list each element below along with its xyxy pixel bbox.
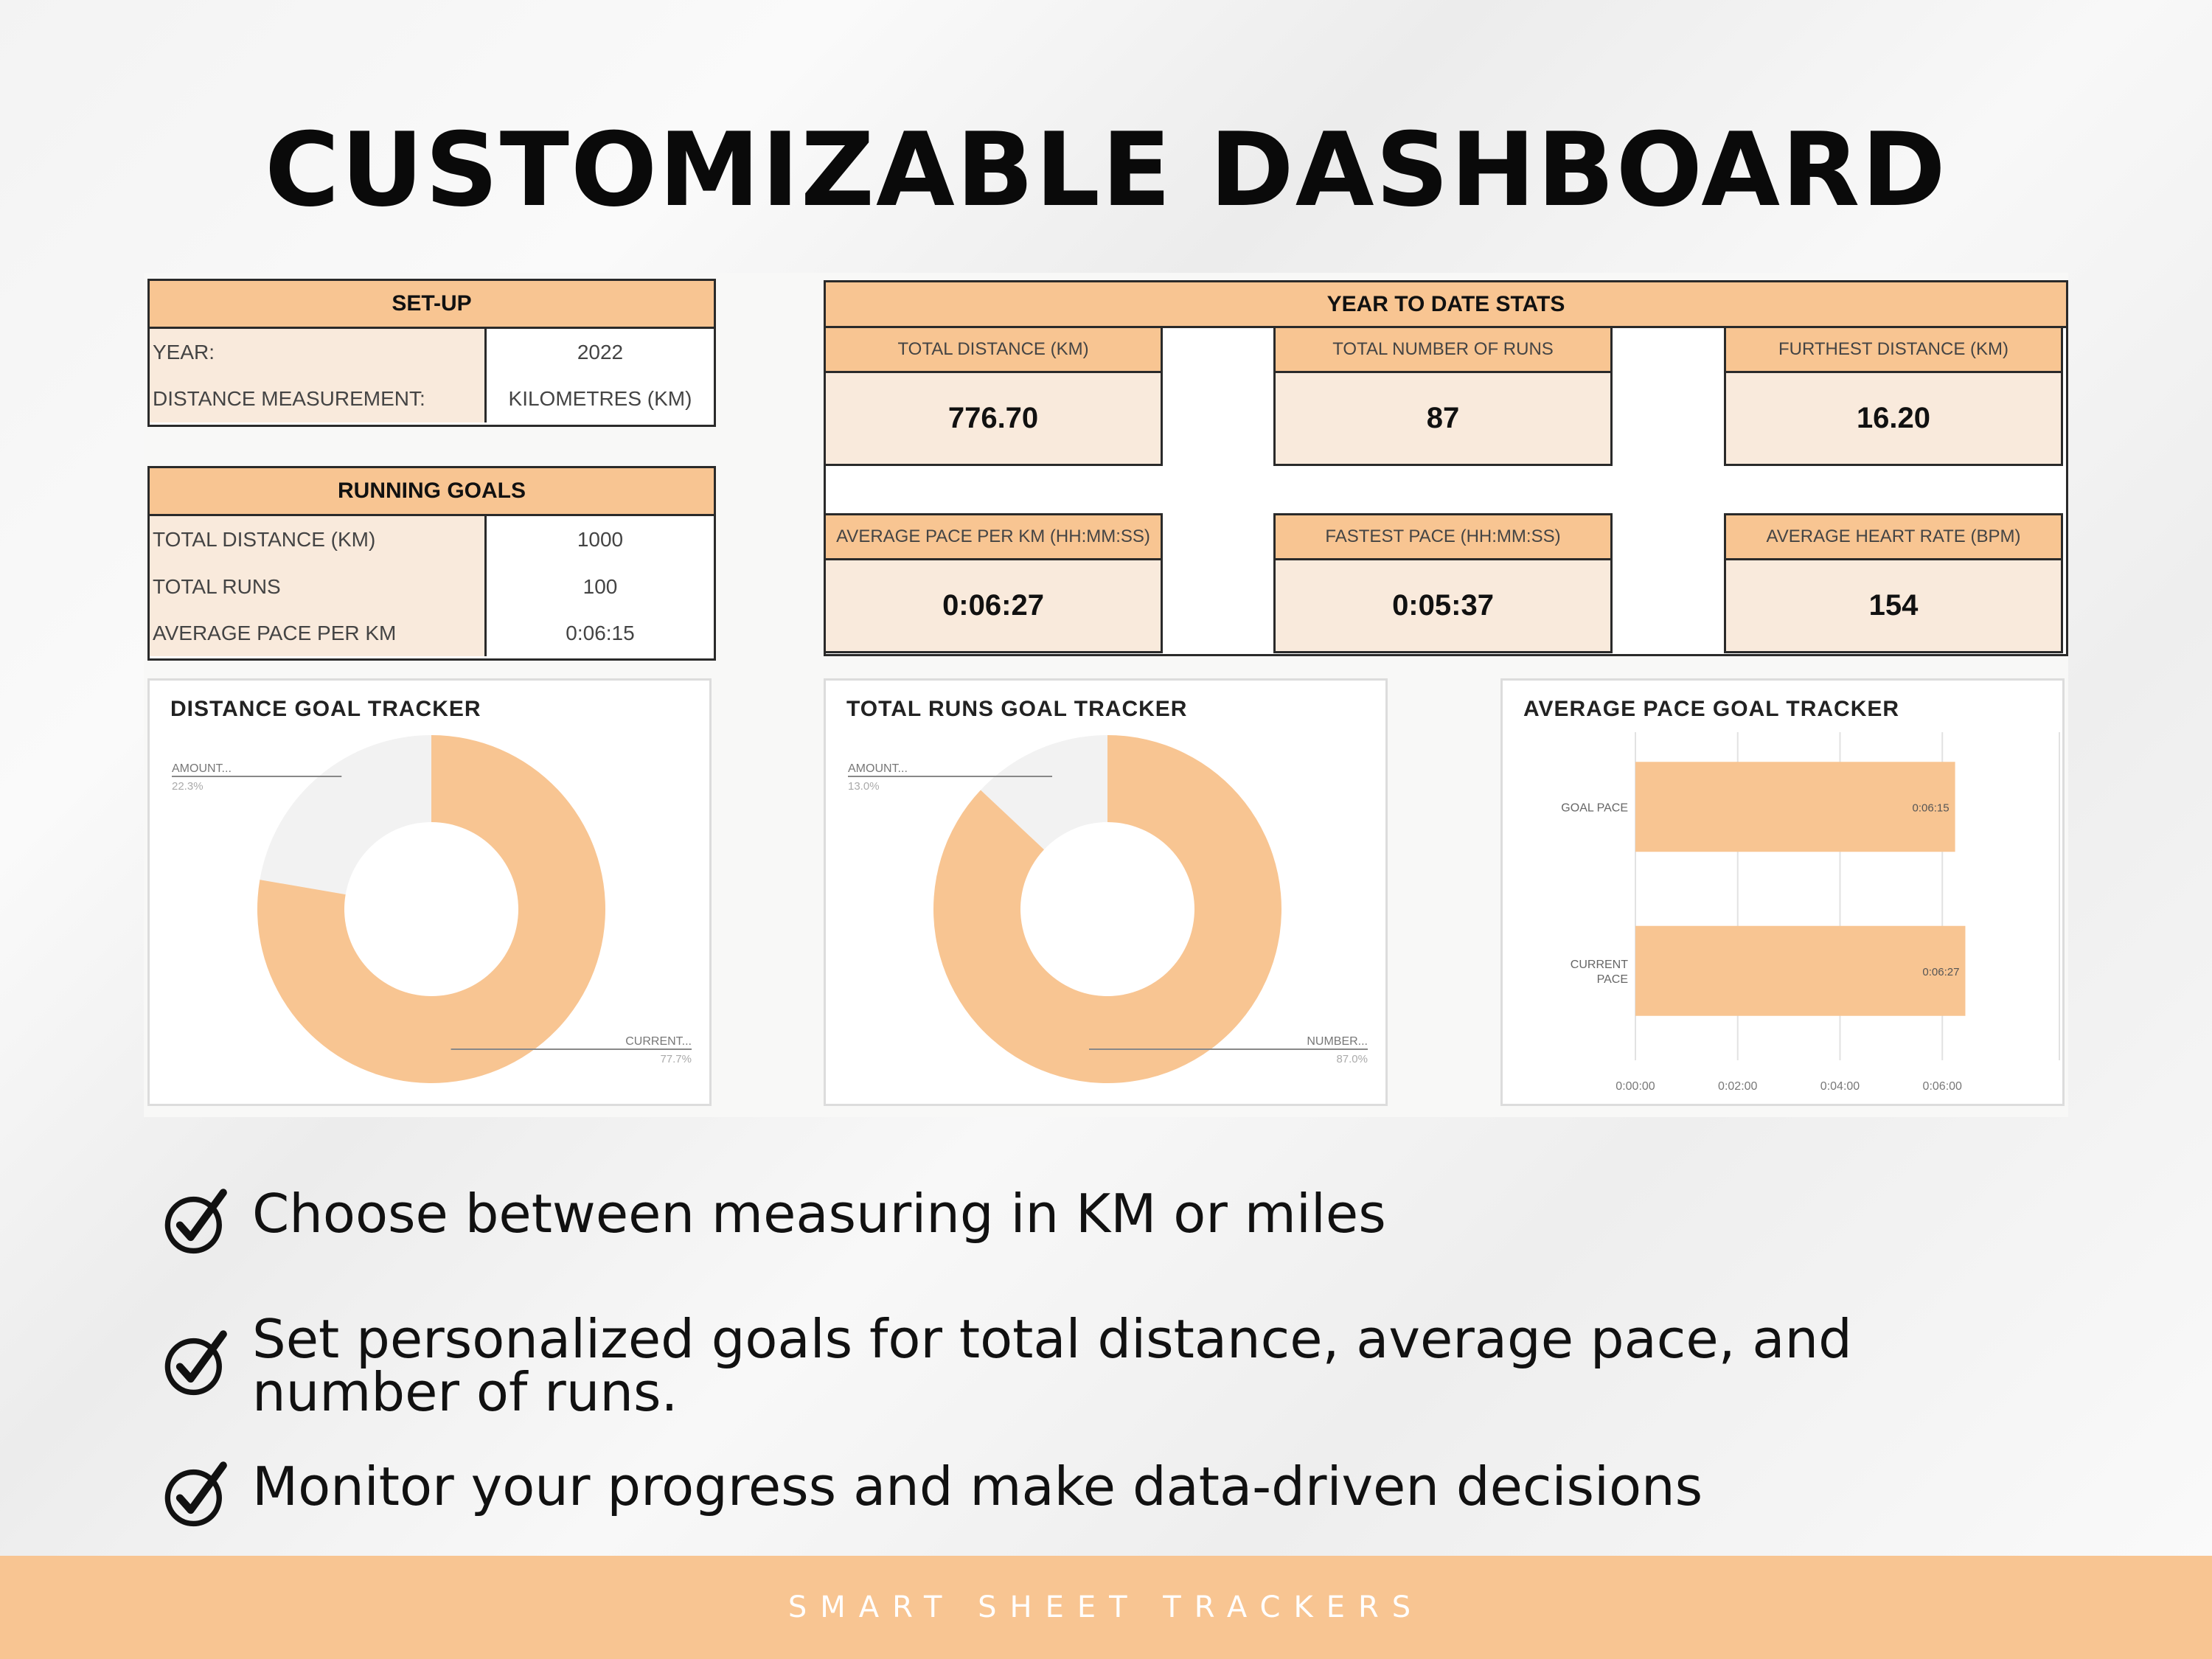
x-tick-label: 0:04:00 <box>1820 1080 1860 1093</box>
check-circle-icon <box>164 1330 227 1396</box>
stat-card-average-pace: AVERAGE PACE PER KM (HH:MM:SS) 0:06:27 <box>824 513 1163 653</box>
bar-value-label: 0:06:15 <box>1913 801 1950 814</box>
stat-value: 154 <box>1724 560 2063 653</box>
table-row: DISTANCE MEASUREMENT: KILOMETRES (KM) <box>150 375 714 422</box>
goal-value[interactable]: 1000 <box>577 528 624 551</box>
stat-card-furthest-distance: FURTHEST DISTANCE (KM) 16.20 <box>1724 326 2063 466</box>
donut-slice <box>257 735 605 1083</box>
check-circle-icon <box>164 1461 227 1527</box>
goal-label: TOTAL RUNS <box>150 563 487 611</box>
goal-value[interactable]: 0:06:15 <box>566 622 635 644</box>
donut-chart-svg: AMOUNT... 13.0% NUMBER... 87.0% <box>848 735 1368 1083</box>
slice-label: AMOUNT... <box>172 762 232 775</box>
stat-label: FURTHEST DISTANCE (KM) <box>1724 326 2063 373</box>
pace-bar <box>1635 925 1966 1016</box>
average-pace-chart: AVERAGE PACE GOAL TRACKER 0:00:00 0:02:00… <box>1500 678 2065 1106</box>
table-row: TOTAL RUNS 100 <box>150 563 714 611</box>
stat-label: AVERAGE HEART RATE (BPM) <box>1724 513 2063 560</box>
brand-name: SMART SHEET TRACKERS <box>787 1590 1425 1624</box>
goal-label: TOTAL DISTANCE (KM) <box>150 516 487 563</box>
slice-label: AMOUNT... <box>848 762 908 775</box>
dashboard-sheet: SET-UP YEAR: 2022 DISTANCE MEASUREMENT: … <box>144 273 2068 1117</box>
table-row: TOTAL DISTANCE (KM) 1000 <box>150 516 714 563</box>
category-label: PACE <box>1597 973 1628 986</box>
feature-text: Set personalized goals for total distanc… <box>252 1308 1852 1423</box>
donut-slice <box>980 735 1107 850</box>
stat-label: AVERAGE PACE PER KM (HH:MM:SS) <box>824 513 1163 560</box>
goal-label: AVERAGE PACE PER KM <box>150 611 487 656</box>
running-goals-header: RUNNING GOALS <box>150 468 714 516</box>
slice-label: CURRENT... <box>625 1035 692 1048</box>
feature-item: Choose between measuring in KM or miles <box>162 1187 1386 1255</box>
feature-item: Set personalized goals for total distanc… <box>162 1312 1852 1419</box>
stat-value: 0:06:27 <box>824 560 1163 653</box>
feature-text: Monitor your progress and make data-driv… <box>252 1455 1703 1517</box>
total-runs-chart: TOTAL RUNS GOAL TRACKER AMOUNT... 13.0% NU… <box>824 678 1388 1106</box>
page-title: CUSTOMIZABLE DASHBOARD <box>265 111 1947 229</box>
stat-label: FASTEST PACE (HH:MM:SS) <box>1273 513 1613 560</box>
bar-chart-svg: 0:00:00 0:02:00 0:04:00 0:06:00 GOAL PACE 0:0… <box>1561 732 2060 1093</box>
stat-label: TOTAL DISTANCE (KM) <box>824 326 1163 373</box>
category-label: GOAL PACE <box>1561 801 1628 814</box>
slice-label: NUMBER... <box>1307 1035 1368 1048</box>
distance-goal-chart: DISTANCE GOAL TRACKER AMOUNT... 22.3% CURR… <box>147 678 712 1106</box>
stat-card-heart-rate: AVERAGE HEART RATE (BPM) 154 <box>1724 513 2063 653</box>
setup-table: SET-UP YEAR: 2022 DISTANCE MEASUREMENT: … <box>147 279 716 427</box>
setup-label: DISTANCE MEASUREMENT: <box>150 375 487 422</box>
table-row: YEAR: 2022 <box>150 329 714 375</box>
slice-value: 22.3% <box>172 780 204 793</box>
footer-banner: SMART SHEET TRACKERS <box>0 1556 2212 1659</box>
running-goals-table: RUNNING GOALS TOTAL DISTANCE (KM) 1000 T… <box>147 466 716 661</box>
stat-value: 0:05:37 <box>1273 560 1613 653</box>
stat-card-total-runs: TOTAL NUMBER OF RUNS 87 <box>1273 326 1613 466</box>
slice-value: 77.7% <box>660 1053 692 1065</box>
table-row: AVERAGE PACE PER KM 0:06:15 <box>150 611 714 656</box>
slice-value: 87.0% <box>1336 1053 1368 1065</box>
x-tick-label: 0:00:00 <box>1615 1080 1655 1093</box>
pace-bar <box>1635 762 1955 852</box>
donut-slice <box>933 735 1281 1083</box>
setup-label: YEAR: <box>150 329 487 375</box>
slice-value: 13.0% <box>848 780 880 793</box>
stat-value: 87 <box>1273 373 1613 466</box>
chart-title: AVERAGE PACE GOAL TRACKER <box>1523 697 1900 721</box>
donut-chart-svg: AMOUNT... 22.3% CURRENT... 77.7% <box>172 735 692 1083</box>
year-to-date-stats: YEAR TO DATE STATS TOTAL DISTANCE (KM) 7… <box>824 280 2068 656</box>
stat-value: 776.70 <box>824 373 1163 466</box>
x-tick-label: 0:06:00 <box>1923 1080 1962 1093</box>
x-tick-label: 0:02:00 <box>1718 1080 1757 1093</box>
category-label: CURRENT <box>1571 959 1628 971</box>
feature-text: Choose between measuring in KM or miles <box>252 1183 1386 1245</box>
bar-value-label: 0:06:27 <box>1922 966 1959 978</box>
setup-value[interactable]: KILOMETRES (KM) <box>508 387 692 410</box>
stat-card-fastest-pace: FASTEST PACE (HH:MM:SS) 0:05:37 <box>1273 513 1613 653</box>
donut-slice <box>260 735 431 895</box>
feature-item: Monitor your progress and make data-driv… <box>162 1460 1703 1528</box>
stat-label: TOTAL NUMBER OF RUNS <box>1273 326 1613 373</box>
check-circle-icon <box>164 1189 227 1254</box>
chart-title: TOTAL RUNS GOAL TRACKER <box>846 697 1188 721</box>
goal-value[interactable]: 100 <box>582 575 618 598</box>
setup-header: SET-UP <box>150 281 714 329</box>
stat-card-total-distance: TOTAL DISTANCE (KM) 776.70 <box>824 326 1163 466</box>
setup-value[interactable]: 2022 <box>577 340 624 364</box>
stat-value: 16.20 <box>1724 373 2063 466</box>
ytd-header: YEAR TO DATE STATS <box>826 282 2066 328</box>
chart-title: DISTANCE GOAL TRACKER <box>170 697 481 721</box>
